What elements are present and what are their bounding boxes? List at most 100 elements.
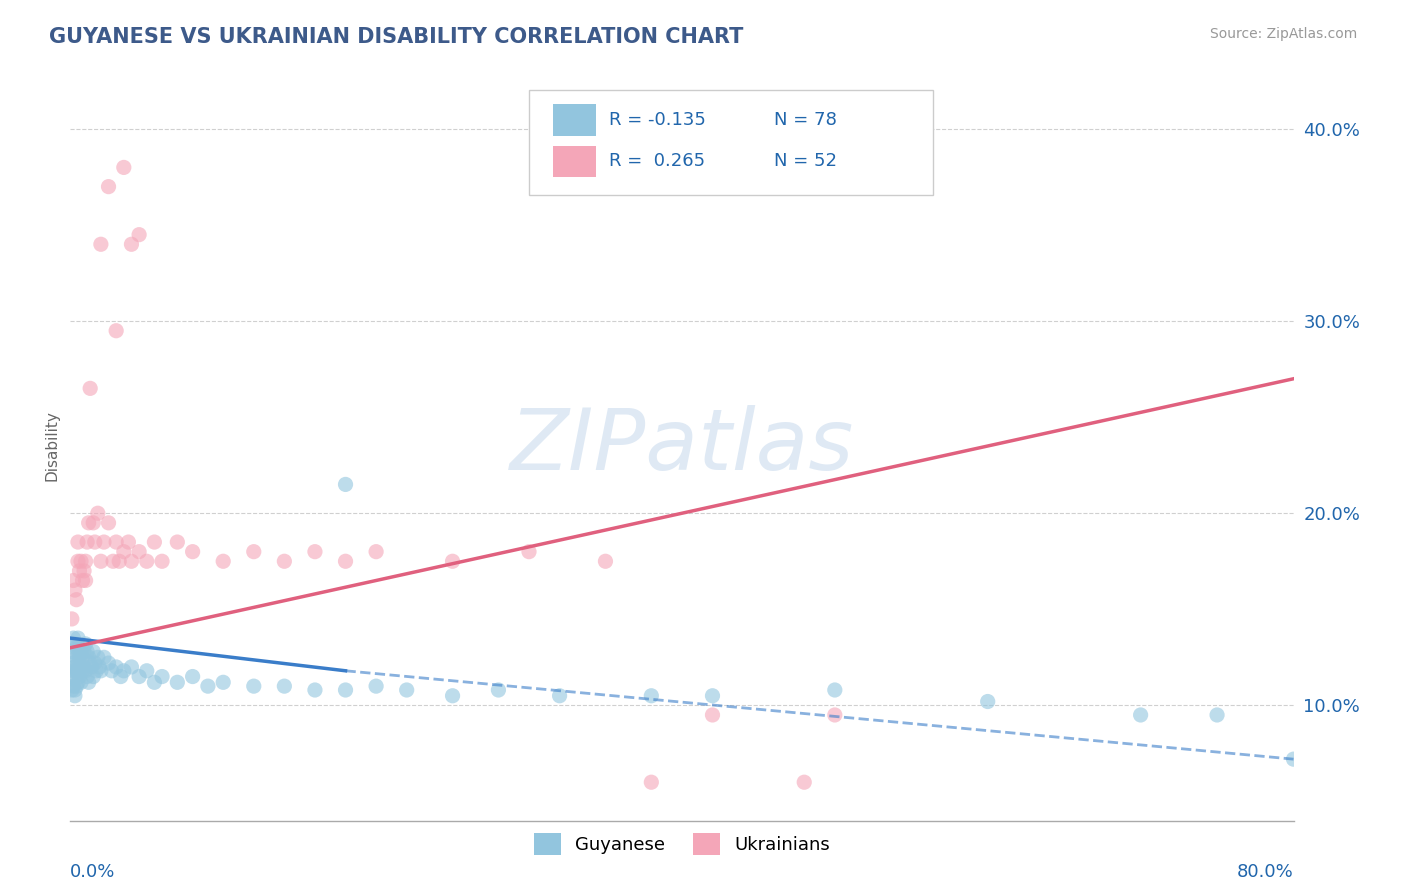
Point bbox=[62, 656, 84, 670]
Point bbox=[366, 679, 388, 693]
Point bbox=[76, 669, 98, 683]
Point bbox=[75, 574, 97, 588]
Point bbox=[135, 664, 157, 678]
Point bbox=[77, 516, 100, 530]
Point bbox=[73, 564, 96, 578]
Point bbox=[1206, 708, 1229, 723]
Point bbox=[702, 708, 724, 723]
Point bbox=[83, 535, 105, 549]
Point bbox=[72, 650, 94, 665]
Point bbox=[121, 237, 143, 252]
Point bbox=[69, 640, 91, 655]
Text: N = 52: N = 52 bbox=[773, 153, 837, 170]
Point bbox=[69, 669, 91, 683]
Point bbox=[66, 656, 89, 670]
Point bbox=[93, 650, 115, 665]
Point bbox=[65, 679, 87, 693]
Point bbox=[62, 631, 84, 645]
Point bbox=[197, 679, 219, 693]
Point bbox=[212, 554, 235, 568]
Point bbox=[488, 683, 510, 698]
Point bbox=[121, 660, 143, 674]
Point bbox=[60, 612, 83, 626]
Point bbox=[73, 660, 96, 674]
Point bbox=[63, 660, 86, 674]
Point bbox=[75, 554, 97, 568]
Point bbox=[112, 544, 135, 558]
Point bbox=[70, 660, 93, 674]
Point bbox=[824, 683, 846, 698]
Point bbox=[105, 324, 128, 338]
Point bbox=[63, 637, 86, 651]
Point bbox=[166, 675, 188, 690]
Point bbox=[273, 679, 295, 693]
Point bbox=[65, 592, 87, 607]
Point bbox=[105, 535, 128, 549]
Point bbox=[110, 669, 132, 683]
Text: R = -0.135: R = -0.135 bbox=[609, 112, 706, 129]
Point bbox=[976, 694, 998, 708]
Point bbox=[181, 669, 204, 683]
Point bbox=[824, 708, 846, 723]
Point bbox=[65, 650, 87, 665]
Point bbox=[69, 564, 91, 578]
Point bbox=[66, 535, 89, 549]
Point bbox=[1129, 708, 1152, 723]
Point bbox=[63, 689, 86, 703]
Point bbox=[90, 664, 112, 678]
Point bbox=[105, 660, 128, 674]
Point bbox=[121, 554, 143, 568]
Text: 80.0%: 80.0% bbox=[1237, 863, 1294, 881]
Point bbox=[62, 679, 84, 693]
Point bbox=[112, 664, 135, 678]
Point bbox=[150, 554, 173, 568]
Point bbox=[60, 683, 83, 698]
Point bbox=[82, 516, 104, 530]
Point bbox=[101, 554, 124, 568]
Point bbox=[97, 656, 120, 670]
Point bbox=[77, 650, 100, 665]
Point bbox=[243, 679, 266, 693]
Point bbox=[135, 554, 157, 568]
Point bbox=[304, 544, 326, 558]
Point bbox=[128, 544, 150, 558]
Point bbox=[243, 544, 266, 558]
Point bbox=[63, 669, 86, 683]
Point bbox=[65, 664, 87, 678]
Point bbox=[166, 535, 188, 549]
Point bbox=[82, 669, 104, 683]
Point bbox=[366, 544, 388, 558]
Point bbox=[63, 683, 86, 698]
FancyBboxPatch shape bbox=[554, 145, 596, 177]
Point bbox=[112, 161, 135, 175]
Point bbox=[70, 675, 93, 690]
Point bbox=[79, 381, 101, 395]
Point bbox=[548, 689, 571, 703]
Point bbox=[66, 631, 89, 645]
Point bbox=[75, 664, 97, 678]
Point bbox=[441, 554, 464, 568]
Text: N = 78: N = 78 bbox=[773, 112, 837, 129]
Point bbox=[793, 775, 815, 789]
Point bbox=[304, 683, 326, 698]
Point bbox=[702, 689, 724, 703]
Point bbox=[72, 664, 94, 678]
Point bbox=[66, 644, 89, 658]
Point bbox=[77, 675, 100, 690]
Point bbox=[100, 664, 122, 678]
Point bbox=[89, 660, 111, 674]
Point bbox=[62, 664, 84, 678]
Point bbox=[395, 683, 418, 698]
Point bbox=[640, 689, 662, 703]
Point bbox=[76, 535, 98, 549]
Point bbox=[143, 675, 166, 690]
Point bbox=[63, 583, 86, 598]
Point bbox=[76, 644, 98, 658]
Point bbox=[70, 644, 93, 658]
Point bbox=[93, 535, 115, 549]
Point bbox=[66, 664, 89, 678]
Point bbox=[212, 675, 235, 690]
Point bbox=[83, 656, 105, 670]
Point bbox=[143, 535, 166, 549]
Point bbox=[87, 506, 110, 520]
